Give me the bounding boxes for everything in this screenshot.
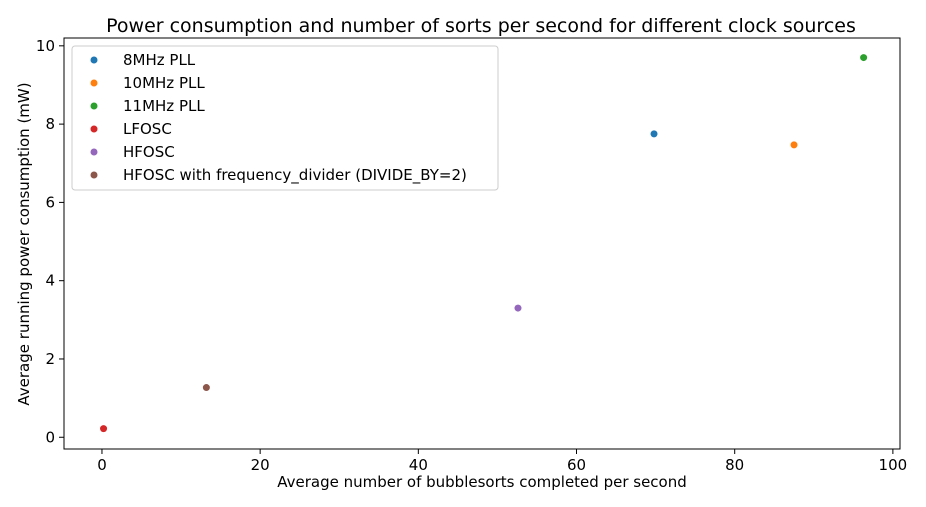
y-tick-label: 10	[36, 37, 55, 55]
y-axis-label: Average running power consumption (mW)	[15, 82, 33, 405]
legend-marker	[90, 148, 98, 156]
y-tick-label: 6	[45, 193, 55, 211]
data-point	[202, 384, 210, 392]
legend-entry: 11MHz PLL	[123, 97, 205, 115]
chart-title: Power consumption and number of sorts pe…	[106, 15, 856, 37]
y-tick-label: 2	[45, 350, 55, 368]
legend-entry: HFOSC with frequency_divider (DIVIDE_BY=…	[123, 166, 467, 185]
y-axis-ticks: 0 2 4 6 8 10	[36, 37, 64, 446]
legend-box	[71, 45, 499, 191]
x-tick-label: 0	[97, 456, 107, 474]
x-tick-label: 100	[879, 456, 908, 474]
y-tick-label: 0	[45, 428, 55, 446]
legend-marker	[90, 102, 98, 110]
legend-marker	[90, 171, 98, 179]
legend-entry: 8MHz PLL	[123, 51, 196, 69]
legend-marker	[90, 56, 98, 64]
legend-marker	[90, 125, 98, 133]
legend: 8MHz PLL 10MHz PLL 11MHz PLL LFOSC HFOSC HFOS…	[71, 45, 499, 191]
x-axis-label: Average number of bubblesorts completed …	[277, 473, 687, 491]
x-tick-label: 20	[251, 456, 270, 474]
data-points	[100, 54, 868, 433]
data-point	[514, 304, 522, 312]
plot-area	[63, 37, 901, 450]
legend-marker	[90, 79, 98, 87]
data-point	[860, 54, 868, 62]
data-point	[650, 130, 658, 138]
legend-entry: LFOSC	[123, 120, 172, 138]
data-point	[790, 141, 798, 149]
legend-entry: HFOSC	[123, 143, 175, 161]
x-tick-label: 60	[567, 456, 586, 474]
x-axis-ticks: 0 20 40 60 80 100	[97, 449, 907, 474]
y-tick-label: 8	[45, 115, 55, 133]
y-tick-label: 4	[45, 272, 55, 290]
data-point	[100, 425, 108, 433]
x-tick-label: 80	[725, 456, 744, 474]
x-tick-label: 40	[409, 456, 428, 474]
legend-entry: 10MHz PLL	[123, 74, 205, 92]
